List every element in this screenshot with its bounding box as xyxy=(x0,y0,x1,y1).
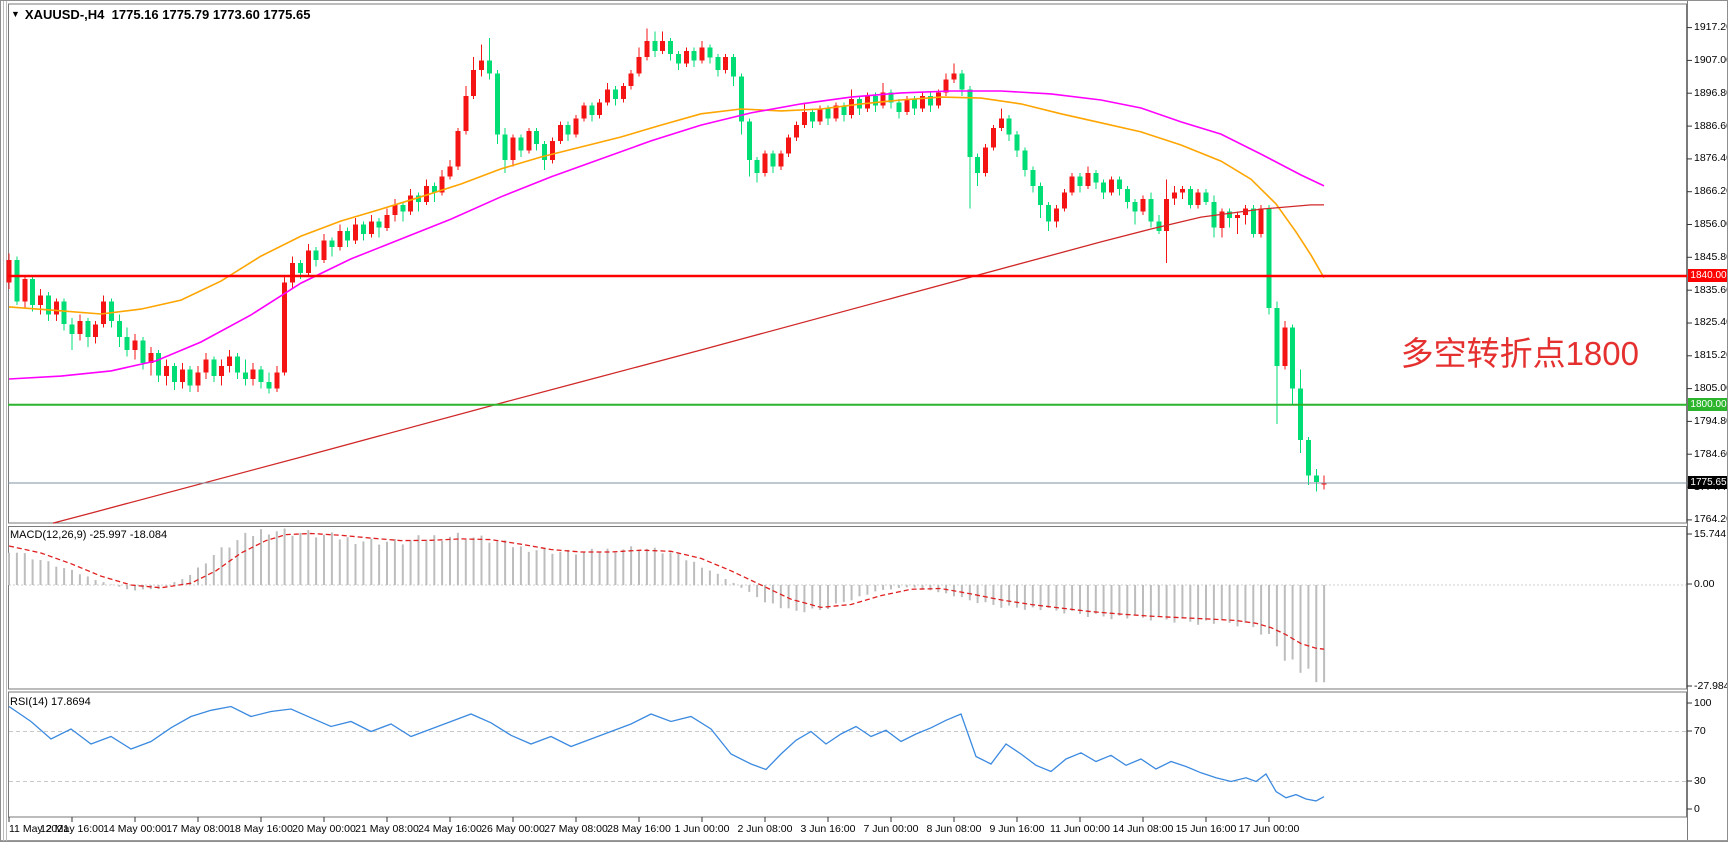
symbol-dropdown-icon[interactable]: ▼ xyxy=(11,9,20,19)
macd-signal-line xyxy=(8,532,1325,650)
ma-slow-red xyxy=(52,204,1324,524)
candlestick-series xyxy=(6,28,1327,492)
moving-averages xyxy=(8,90,1325,524)
horizontal-lines[interactable] xyxy=(8,274,1687,484)
rsi-level-lines xyxy=(9,731,1686,782)
macd-histogram xyxy=(8,528,1326,683)
rsi-line xyxy=(8,705,1325,802)
ma-mid-magenta xyxy=(8,90,1325,380)
ma-fast-orange xyxy=(8,96,1325,315)
